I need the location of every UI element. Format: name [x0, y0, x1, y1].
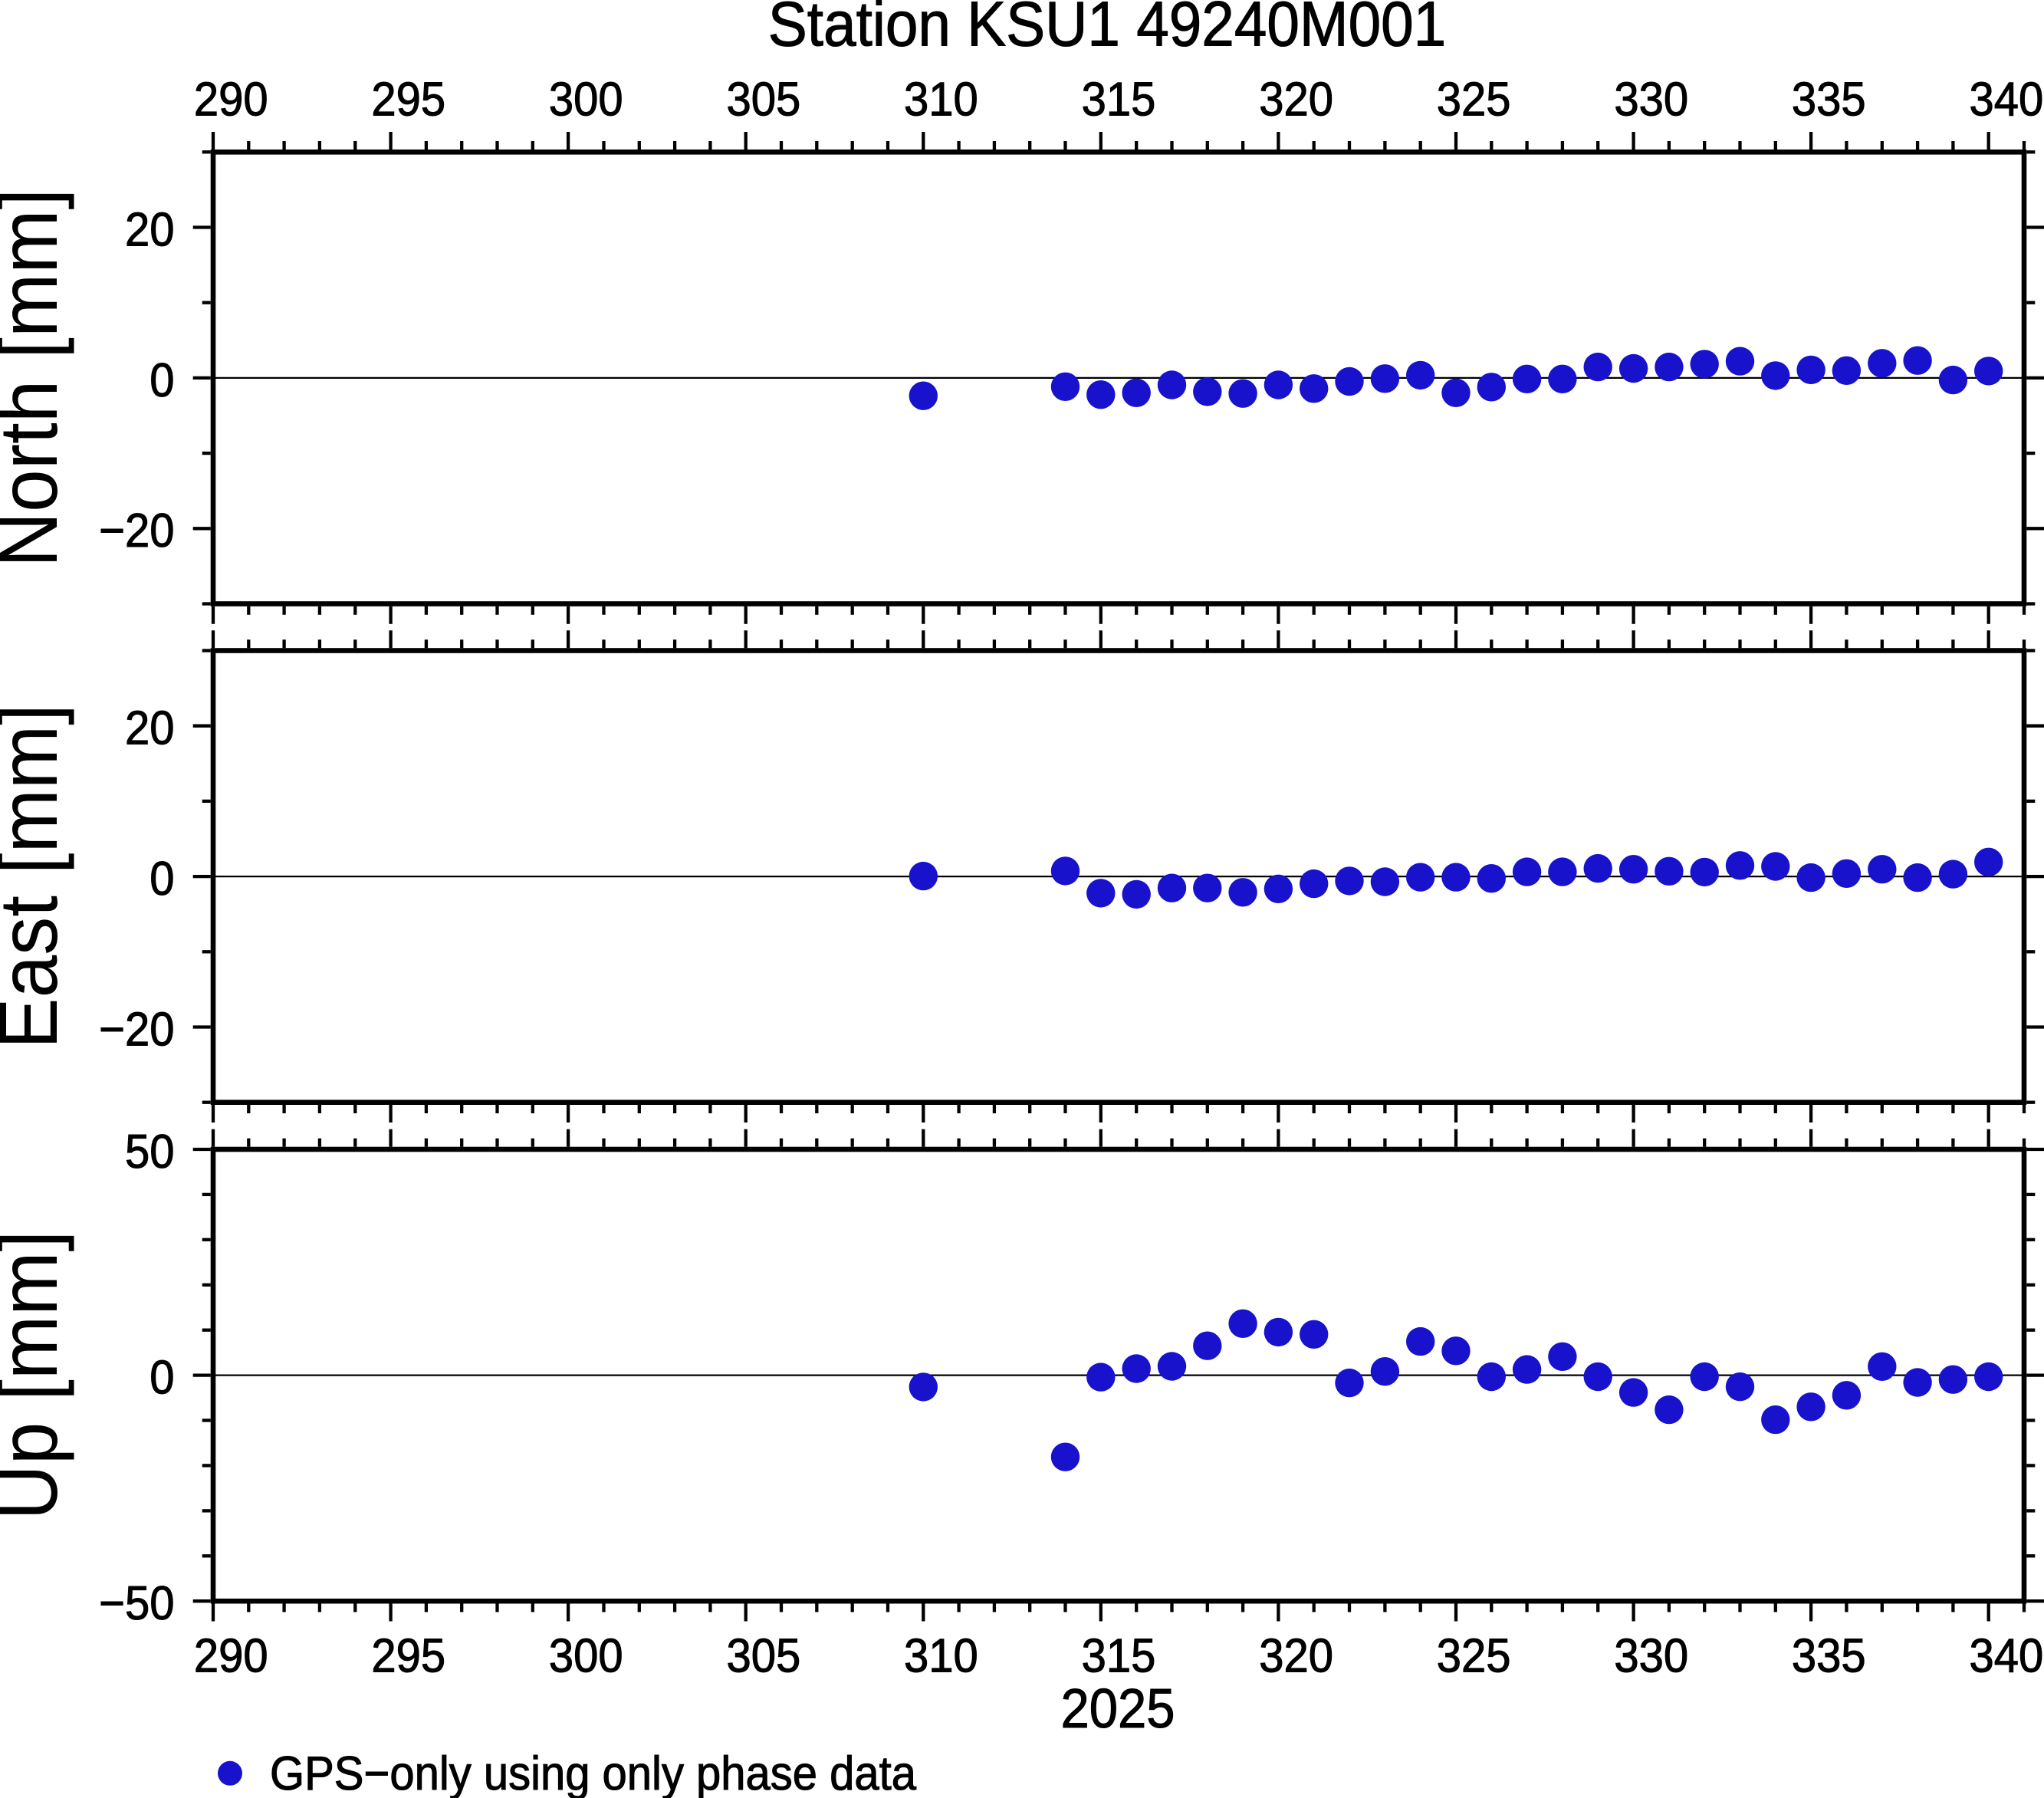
svg-text:310: 310 — [904, 72, 978, 126]
svg-text:320: 320 — [1259, 1629, 1333, 1682]
svg-text:290: 290 — [194, 72, 268, 126]
svg-text:2025: 2025 — [1060, 1678, 1175, 1740]
svg-text:Up [mm]: Up [mm] — [0, 1231, 74, 1520]
svg-text:295: 295 — [371, 72, 445, 126]
svg-text:0: 0 — [150, 1350, 174, 1404]
svg-text:340: 340 — [1970, 1629, 2044, 1682]
svg-text:GPS−only using only phase data: GPS−only using only phase data — [270, 1746, 917, 1798]
svg-text:315: 315 — [1082, 72, 1156, 126]
svg-text:320: 320 — [1259, 72, 1333, 126]
svg-text:295: 295 — [371, 1629, 445, 1682]
svg-text:300: 300 — [549, 1629, 623, 1682]
svg-text:North [mm]: North [mm] — [0, 189, 74, 567]
svg-text:290: 290 — [194, 1629, 268, 1682]
svg-text:330: 330 — [1614, 1629, 1688, 1682]
svg-text:Station KSU1 49240M001: Station KSU1 49240M001 — [768, 0, 1446, 59]
svg-text:20: 20 — [125, 202, 175, 255]
svg-text:0: 0 — [150, 353, 174, 406]
svg-text:330: 330 — [1614, 72, 1688, 126]
svg-text:East [mm]: East [mm] — [0, 704, 74, 1049]
svg-text:335: 335 — [1792, 72, 1866, 126]
svg-text:−20: −20 — [99, 1001, 174, 1055]
svg-text:335: 335 — [1792, 1629, 1866, 1682]
svg-text:325: 325 — [1437, 1629, 1511, 1682]
svg-text:305: 305 — [727, 1629, 801, 1682]
svg-text:300: 300 — [549, 72, 623, 126]
svg-text:50: 50 — [125, 1124, 175, 1178]
svg-text:0: 0 — [150, 851, 174, 905]
svg-text:315: 315 — [1082, 1629, 1156, 1682]
svg-text:−50: −50 — [99, 1576, 174, 1629]
svg-text:325: 325 — [1437, 72, 1511, 126]
svg-text:340: 340 — [1970, 72, 2044, 126]
svg-text:305: 305 — [727, 72, 801, 126]
svg-text:−20: −20 — [99, 503, 174, 557]
svg-text:310: 310 — [904, 1629, 978, 1682]
svg-text:20: 20 — [125, 701, 175, 754]
